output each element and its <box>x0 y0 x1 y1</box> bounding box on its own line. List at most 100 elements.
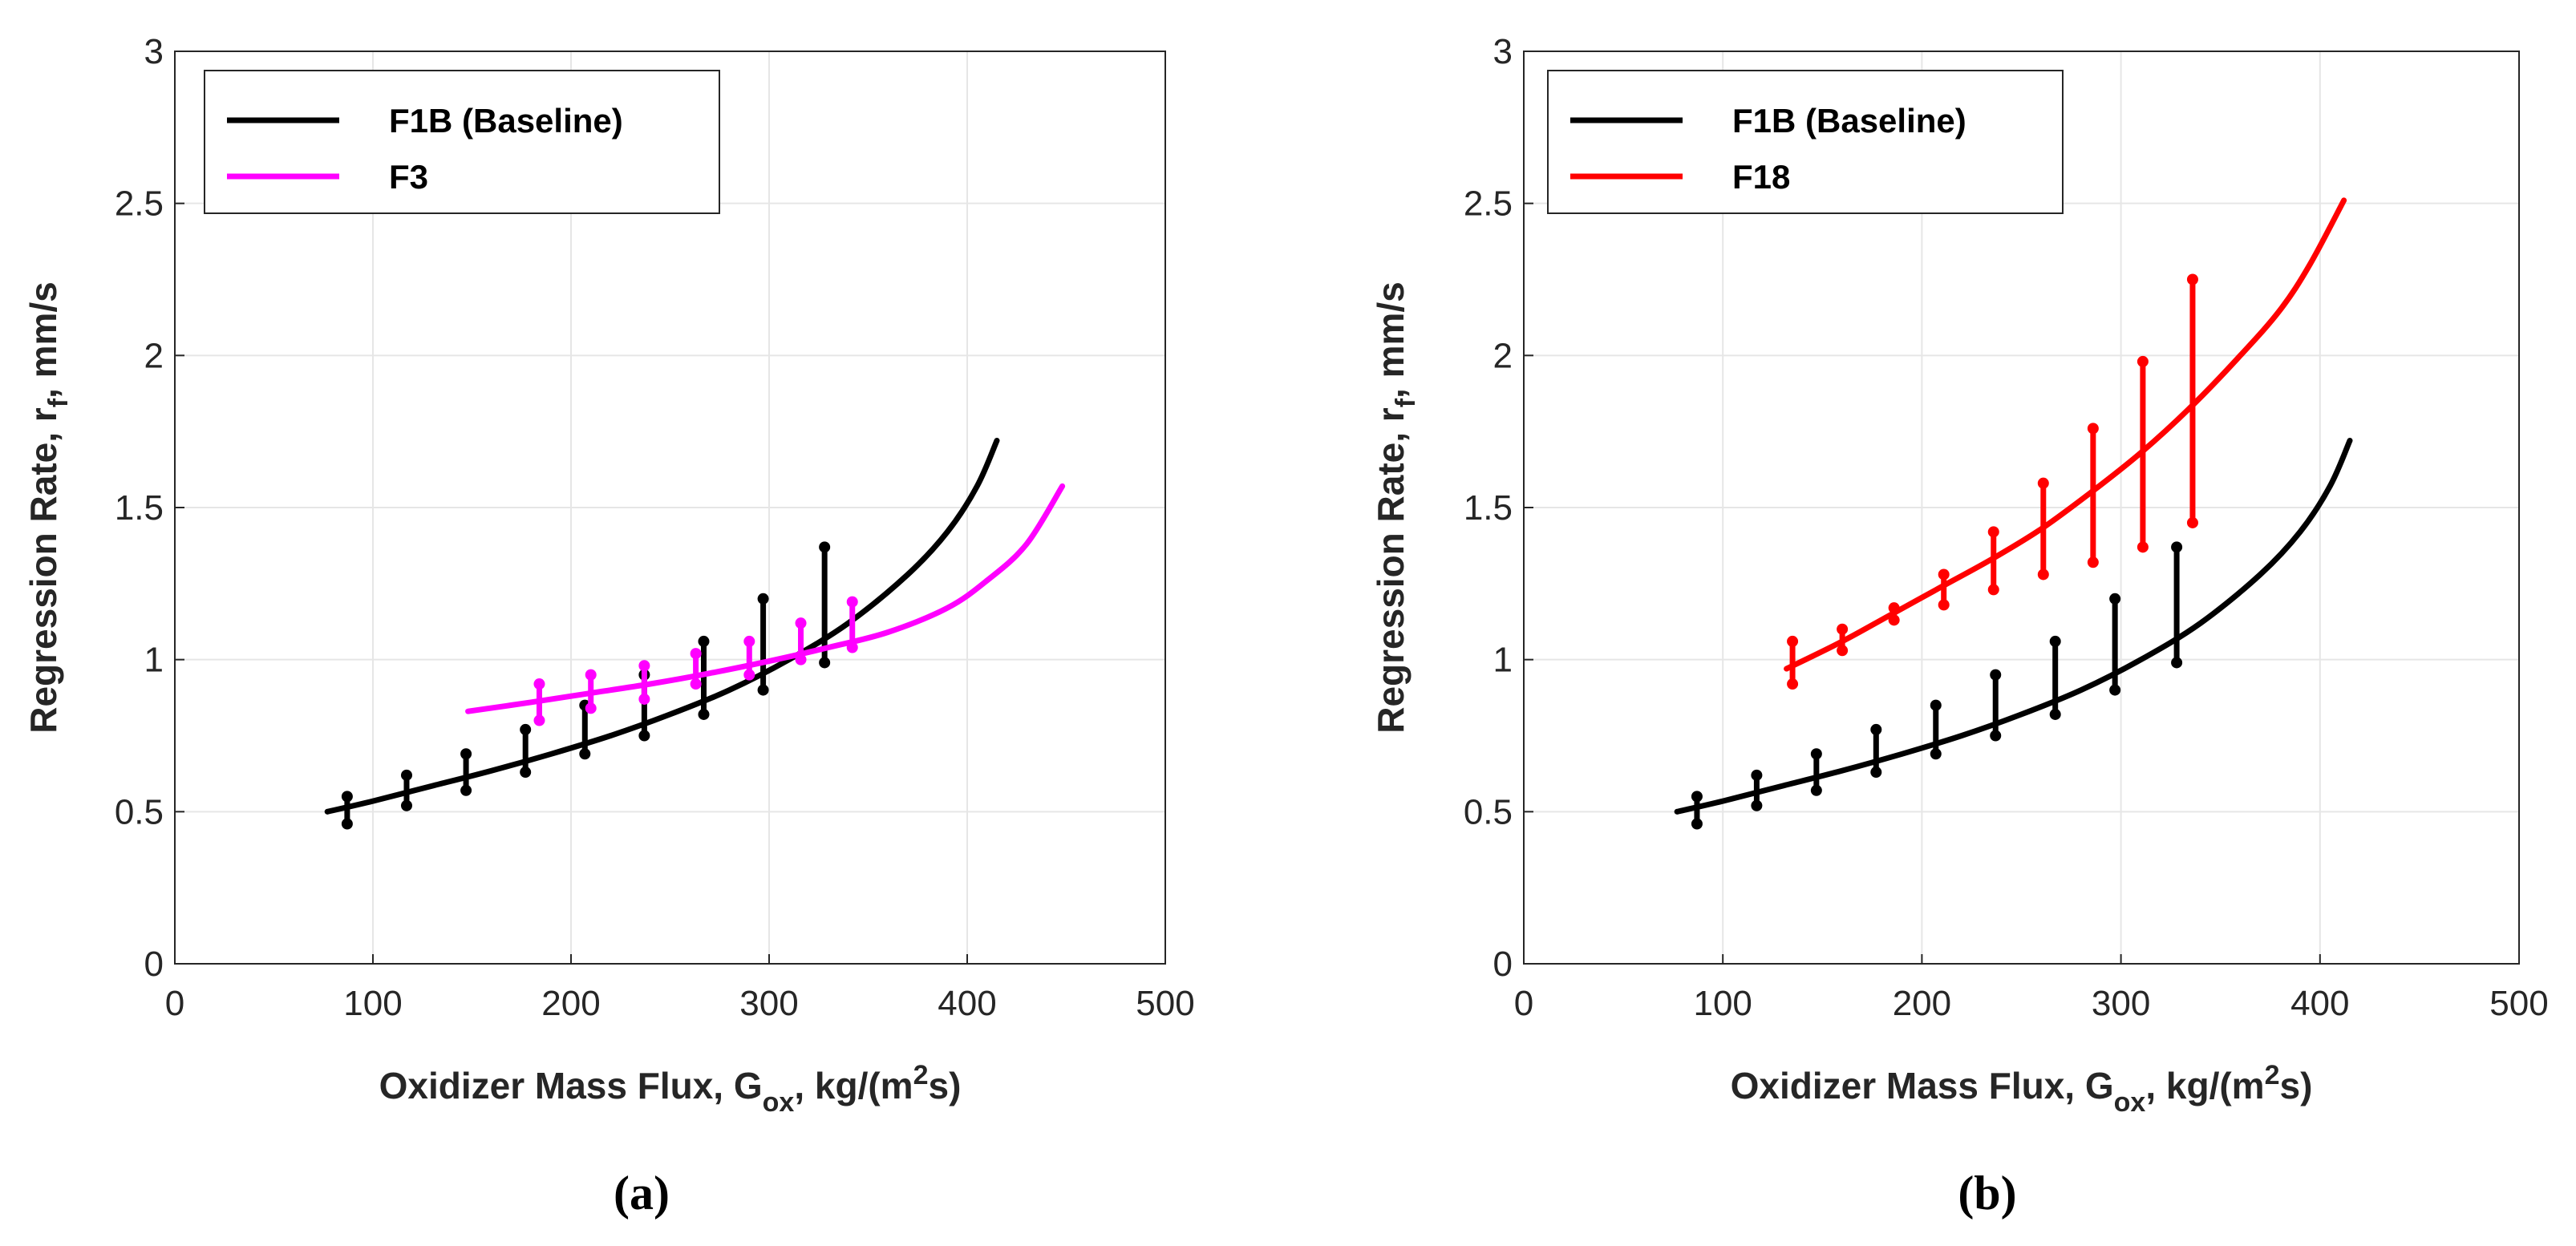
error-bar-cap-high <box>1787 635 1799 647</box>
x-tick-label: 300 <box>739 984 798 1023</box>
error-bar-cap-low <box>2087 556 2099 568</box>
error-bar-cap-high <box>400 769 412 781</box>
y-tick-label: 1.5 <box>115 488 164 528</box>
legend-entry-label: F3 <box>389 158 428 196</box>
error-bar-cap-low <box>341 818 353 830</box>
x-tick-label: 0 <box>1514 984 1533 1023</box>
error-bar-cap-low <box>1938 599 1950 611</box>
error-bar-cap-low <box>819 657 831 669</box>
error-bar-cap-high <box>1930 699 1942 711</box>
error-bar-cap-low <box>2186 516 2198 528</box>
error-bar-cap-high <box>341 791 353 803</box>
legend: F1B (Baseline) F18 <box>1547 70 2064 214</box>
y-axis-label-main: Regression Rate, r <box>22 407 64 734</box>
x-axis-label: Oxidizer Mass Flux, Gox, kg/(m2s) <box>1731 1060 2313 1118</box>
legend: F1B (Baseline) F3 <box>204 70 720 214</box>
x-tick-label: 400 <box>938 984 996 1023</box>
error-bar-cap-high <box>698 635 710 647</box>
error-bar-cap-high <box>638 660 650 672</box>
error-bar-cap-low <box>1990 730 2002 742</box>
x-tick-label: 200 <box>541 984 600 1023</box>
x-axis-label-superscript: 2 <box>2265 1060 2280 1090</box>
error-bar-cap-low <box>1837 645 1849 657</box>
error-bar-cap-low <box>400 799 412 811</box>
error-bar-cap-high <box>846 596 858 608</box>
error-bar-cap-low <box>1810 784 1822 796</box>
error-bar-cap-high <box>690 648 702 660</box>
y-tick-label: 3 <box>1493 32 1513 71</box>
error-bar-cap-high <box>1987 526 1999 538</box>
y-tick-label: 0.5 <box>1464 792 1513 831</box>
x-tick-label: 300 <box>2092 984 2150 1023</box>
y-axis-label: Regression Rate, rf, mm/s <box>1370 281 1421 734</box>
error-bar-cap-high <box>2186 273 2198 285</box>
legend-entry-label: F1B (Baseline) <box>1732 102 1966 140</box>
error-bar-cap-low <box>579 748 591 760</box>
error-bar-cap-high <box>585 669 597 681</box>
error-bar-cap-low <box>585 702 597 714</box>
legend-entry-label: F18 <box>1732 158 1790 196</box>
legend-box <box>1547 70 2064 214</box>
error-bar-cap-low <box>743 669 755 681</box>
error-bar-cap-low <box>460 784 472 796</box>
error-bar-cap-high <box>460 748 472 760</box>
panel-label: (a) <box>614 1167 670 1220</box>
error-bar-cap-low <box>2171 657 2183 669</box>
x-tick-label: 400 <box>2290 984 2349 1023</box>
error-bar-cap-low <box>1930 748 1942 760</box>
x-axis-label-end: s) <box>2280 1065 2313 1106</box>
error-bar-cap-high <box>2037 477 2049 489</box>
error-bar-cap-low <box>698 708 710 720</box>
x-axis-label-end: s) <box>929 1065 962 1106</box>
legend-box <box>204 70 720 214</box>
error-bar-cap-high <box>1888 602 1900 614</box>
x-axis-label-subscript: ox <box>2114 1087 2146 1118</box>
x-axis-label-main: Oxidizer Mass Flux, G <box>379 1065 763 1106</box>
x-axis-label-superscript: 2 <box>913 1060 929 1090</box>
error-bar-cap-low <box>533 714 545 726</box>
error-bar-cap-low <box>1870 767 1882 779</box>
error-bar-cap-low <box>757 684 769 696</box>
x-tick-label: 100 <box>343 984 402 1023</box>
error-bar-cap-high <box>1938 568 1950 581</box>
legend-entry-label: F1B (Baseline) <box>389 102 623 140</box>
error-bar-cap-high <box>757 593 769 605</box>
error-bar-cap-high <box>1990 669 2002 681</box>
error-bar-cap-high <box>2109 593 2121 605</box>
error-bar-cap-low <box>690 678 702 690</box>
series-f18 <box>1784 197 2347 690</box>
y-tick-label: 2 <box>144 336 164 375</box>
y-tick-label: 1 <box>1493 641 1513 680</box>
y-tick-label: 2.5 <box>1464 184 1513 224</box>
error-bar-cap-high <box>2171 541 2183 553</box>
x-axis-label: Oxidizer Mass Flux, Gox, kg/(m2s) <box>379 1060 962 1118</box>
error-bar-cap-high <box>1870 723 1882 735</box>
error-bar-cap-low <box>2109 684 2121 696</box>
error-bar-cap-high <box>743 635 755 647</box>
error-bar-cap-high <box>520 723 532 735</box>
error-bar-cap-low <box>520 767 532 779</box>
y-tick-label: 0.5 <box>115 792 164 831</box>
error-bar-cap-low <box>2049 708 2061 720</box>
y-tick-label: 1 <box>144 641 164 680</box>
y-tick-label: 0 <box>1493 945 1513 984</box>
error-bar-cap-low <box>795 653 807 665</box>
fit-curve <box>324 438 1000 815</box>
error-bar-cap-low <box>1987 584 1999 596</box>
x-tick-label: 500 <box>1136 984 1194 1023</box>
x-tick-label: 200 <box>1893 984 1951 1023</box>
x-tick-label: 0 <box>165 984 184 1023</box>
error-bar-cap-low <box>1787 678 1799 690</box>
series-f1b-baseline- <box>324 438 1000 830</box>
y-tick-label: 2 <box>1493 336 1513 375</box>
error-bar-cap-low <box>2037 568 2049 581</box>
error-bar-cap-high <box>1837 623 1849 635</box>
x-axis-label-units: , kg/(m <box>2145 1065 2264 1106</box>
x-axis-label-subscript: ox <box>763 1087 795 1118</box>
series-f3 <box>465 483 1066 726</box>
error-bar-cap-high <box>795 617 807 629</box>
x-tick-label: 500 <box>2489 984 2548 1023</box>
y-tick-label: 1.5 <box>1464 488 1513 528</box>
y-axis-label: Regression Rate, rf, mm/s <box>22 281 74 734</box>
